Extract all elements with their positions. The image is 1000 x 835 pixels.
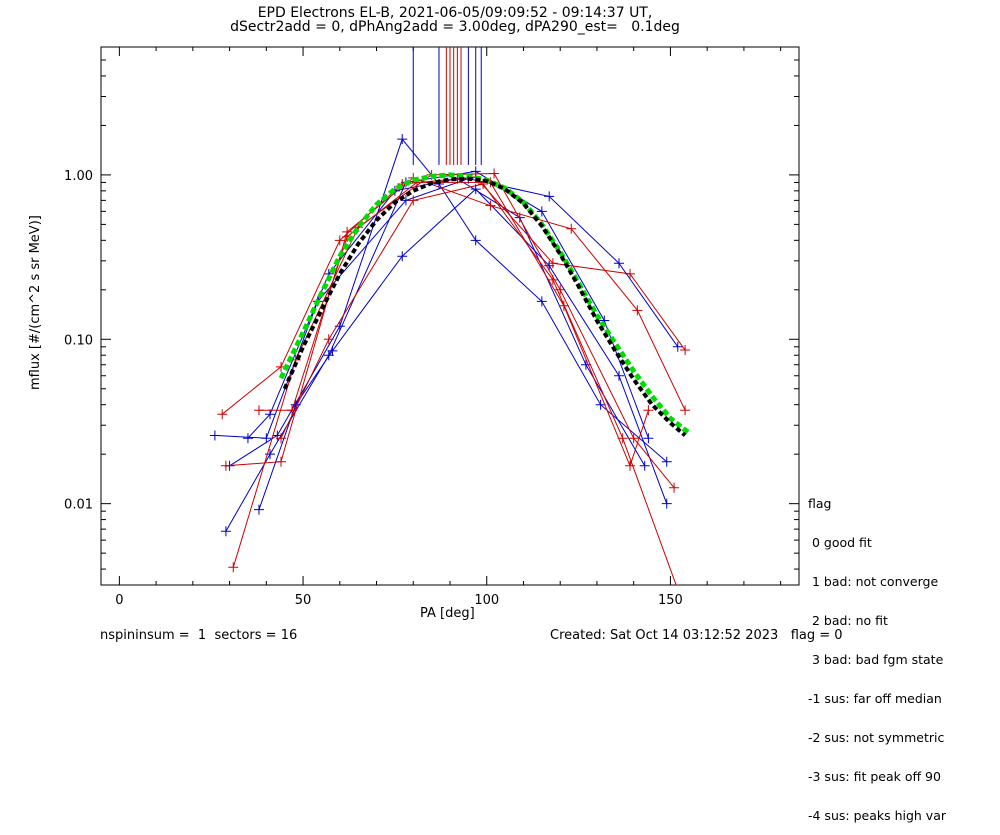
data-point-red [253,405,264,416]
data-point-red [566,223,577,234]
plot-area: 0 50 100 150 0.01 0.10 1.00 [64,46,800,608]
data-point-blue [639,460,650,471]
x-axis-label: PA [deg] [420,606,475,621]
data-point-blue [397,134,408,145]
series-line-blue [247,178,646,467]
y-tick-label: 1.00 [64,169,93,184]
legend-item: 1 bad: not converge [808,574,939,589]
y-tick-label: 0.10 [64,333,93,348]
data-point-red [485,200,496,211]
data-point-blue [261,433,272,444]
data-point-red [287,405,298,416]
x-tick-label: 150 [658,593,683,608]
data-point-blue [253,504,264,515]
flag-legend: flag 0 good fit 1 bad: not converge 2 ba… [808,471,946,835]
legend-item: -4 sus: peaks high var [808,808,947,823]
data-point-blue [536,206,547,217]
data-point-red [217,409,228,420]
data-point-blue [613,258,624,269]
footer-created-info: Created: Sat Oct 14 03:12:52 2023 flag =… [550,628,843,643]
data-point-red [625,268,636,279]
data-point-red [547,274,558,285]
series-line-red [259,181,649,468]
series-line-red [280,183,677,585]
chart-title: EPD Electrons EL-B, 2021-06-05/09:09:52 … [257,5,653,21]
data-point-blue [643,433,654,444]
data-point-blue [220,526,231,537]
data-point-red [680,345,691,356]
legend-item: -1 sus: far off median [808,691,942,706]
data-point-blue [595,399,606,410]
data-point-blue [264,449,275,460]
series-line-red [232,172,675,568]
series-line-blue [225,170,649,532]
clipped-data [209,47,691,585]
data-point-blue [242,433,253,444]
data-point-red [617,433,628,444]
series-line-blue [258,188,668,510]
data-point-red [334,235,345,246]
y-axis-label: mflux [#/(cm^2 s sr MeV)] [28,215,43,390]
data-point-red [632,305,643,316]
axes-layer: 0 50 100 150 0.01 0.10 1.00 [64,46,799,608]
data-point-blue [470,235,481,246]
data-point-red [547,258,558,269]
fit-curve-green [278,172,691,435]
data-point-blue [613,370,624,381]
data-point-red [220,460,231,471]
data-layer [209,47,691,585]
data-point-blue [661,498,672,509]
data-point-blue [544,191,555,202]
data-point-red [643,405,654,416]
chart-subtitle: dSectr2add = 0, dPhAng2add = 3.00deg, dP… [230,19,680,35]
data-point-red [628,433,639,444]
series-line-blue [214,178,679,439]
data-point-blue [672,341,683,352]
series-line-blue [229,138,668,467]
data-point-red [228,562,239,573]
legend-item: 3 bad: bad fgm state [808,652,944,667]
data-point-red [276,433,287,444]
legend-item: 0 good fit [808,535,872,550]
data-point-red [669,482,680,493]
series-line-red [221,176,686,415]
x-tick-label: 50 [295,593,312,608]
data-point-blue [264,409,275,420]
data-point-red [323,334,334,345]
data-point-blue [580,359,591,370]
data-point-red [680,405,691,416]
legend-item: -3 sus: fit peak off 90 [808,769,941,784]
data-point-red [558,300,569,311]
legend-item: -2 sus: not symmetric [808,730,945,745]
data-point-red [625,460,636,471]
footer-sectors-info: nspininsum = 1 sectors = 16 [100,628,298,643]
legend-title: flag [808,496,832,511]
data-point-red [408,195,419,206]
data-point-blue [661,456,672,467]
legend-item: 2 bad: no fit [808,613,888,628]
data-point-red [478,179,489,190]
x-tick-label: 0 [115,593,123,608]
y-tick-label: 0.01 [64,498,93,513]
data-point-red [276,456,287,467]
data-point-blue [397,251,408,262]
data-point-red [489,168,500,179]
data-point-blue [327,345,338,356]
x-tick-label: 100 [474,593,499,608]
fit-curve-black [282,176,687,437]
data-point-blue [536,296,547,307]
data-point-blue [209,430,220,441]
